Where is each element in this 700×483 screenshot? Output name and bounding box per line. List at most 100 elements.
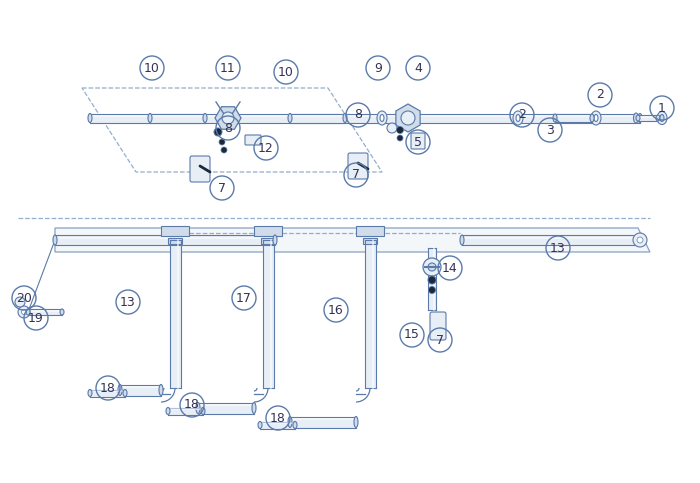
Ellipse shape [288,416,292,427]
Ellipse shape [123,389,127,397]
Circle shape [221,147,227,153]
Circle shape [396,127,403,133]
Text: 3: 3 [546,124,554,137]
Bar [254,226,282,236]
Ellipse shape [636,115,640,121]
Text: 9: 9 [374,61,382,74]
Circle shape [214,128,222,136]
Text: 8: 8 [354,109,362,122]
Bar [363,238,377,244]
Ellipse shape [166,408,170,414]
Bar [169,240,181,388]
Bar [28,309,62,315]
Circle shape [633,233,647,247]
Ellipse shape [273,235,277,245]
Text: 16: 16 [328,303,344,316]
Ellipse shape [660,114,664,122]
Circle shape [397,135,403,141]
Text: 20: 20 [16,292,32,304]
Circle shape [387,123,397,133]
Bar [262,240,274,388]
Bar [462,235,640,245]
Bar [90,114,640,123]
Text: 7: 7 [436,333,444,346]
Circle shape [22,310,27,314]
Text: 4: 4 [414,61,422,74]
Ellipse shape [377,111,387,125]
Text: 13: 13 [120,296,136,309]
Text: 8: 8 [224,122,232,134]
Circle shape [428,276,436,284]
Ellipse shape [53,235,57,245]
Polygon shape [55,228,650,252]
FancyBboxPatch shape [348,153,368,179]
Ellipse shape [553,114,557,122]
Ellipse shape [60,309,64,315]
Bar [90,389,125,397]
Bar [261,238,275,244]
Ellipse shape [293,422,297,428]
Ellipse shape [516,114,520,122]
Text: 7: 7 [218,182,226,195]
FancyBboxPatch shape [245,135,261,145]
Ellipse shape [288,114,292,123]
Ellipse shape [252,402,256,413]
Bar [120,384,161,396]
Text: 18: 18 [270,412,286,425]
Ellipse shape [638,235,642,245]
Text: 2: 2 [596,88,604,101]
Ellipse shape [591,111,601,125]
Ellipse shape [354,416,358,427]
Ellipse shape [26,309,30,315]
Ellipse shape [513,111,523,125]
Ellipse shape [118,384,122,396]
Bar [290,114,345,123]
Circle shape [428,286,435,294]
Bar [198,402,254,413]
Text: 11: 11 [220,61,236,74]
Bar [150,114,205,123]
Bar [365,240,375,388]
Bar [260,422,295,428]
FancyBboxPatch shape [430,312,446,340]
Circle shape [423,258,441,276]
Text: 1: 1 [658,101,666,114]
Ellipse shape [594,114,598,122]
Ellipse shape [634,113,638,123]
Ellipse shape [159,384,163,396]
Circle shape [219,139,225,145]
Text: 2: 2 [518,109,526,122]
Text: 10: 10 [278,66,294,79]
Bar [428,248,436,310]
Ellipse shape [656,115,660,121]
Circle shape [222,112,234,124]
Ellipse shape [201,408,205,414]
Text: 18: 18 [184,398,200,412]
Text: 14: 14 [442,261,458,274]
Text: 19: 19 [28,312,44,325]
FancyBboxPatch shape [411,133,425,149]
FancyBboxPatch shape [190,156,210,182]
Circle shape [428,263,436,271]
Bar [356,226,384,236]
Bar [555,114,592,122]
Bar [290,416,356,427]
Ellipse shape [657,112,667,125]
Text: 15: 15 [404,328,420,341]
Bar [638,115,658,121]
Text: 13: 13 [550,242,566,255]
Bar [55,235,275,245]
Bar [161,226,189,236]
Text: 17: 17 [236,292,252,304]
Ellipse shape [590,114,594,122]
Ellipse shape [196,402,200,413]
Text: 7: 7 [352,169,360,182]
Ellipse shape [203,114,207,123]
Ellipse shape [258,422,262,428]
Text: 5: 5 [414,136,422,148]
Text: 12: 12 [258,142,274,155]
Circle shape [15,297,25,307]
Ellipse shape [343,114,347,123]
Circle shape [401,111,415,125]
Ellipse shape [88,389,92,397]
